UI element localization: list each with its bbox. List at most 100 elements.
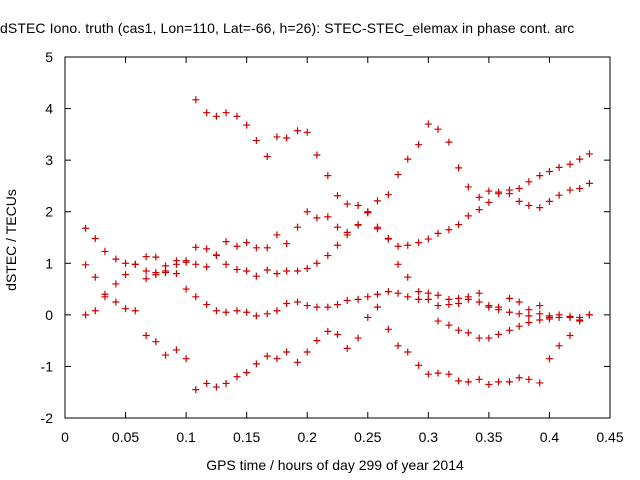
data-point — [334, 241, 341, 249]
data-point — [233, 307, 241, 315]
data-point — [303, 264, 311, 272]
data-point — [263, 153, 271, 161]
data-point — [404, 348, 412, 356]
data-point — [373, 197, 381, 205]
data-point — [273, 133, 281, 141]
data-point — [424, 235, 432, 243]
y-tick-label: 1 — [45, 255, 53, 271]
data-point — [394, 260, 402, 268]
data-point — [343, 231, 351, 239]
data-point — [283, 300, 291, 308]
data-point — [324, 327, 332, 335]
data-point — [536, 204, 544, 212]
data-point — [91, 307, 99, 315]
data-point — [343, 344, 351, 352]
data-point — [303, 128, 311, 136]
data-point — [313, 151, 321, 159]
data-point — [424, 370, 432, 378]
data-point — [364, 209, 372, 217]
data-point — [576, 185, 584, 193]
data-point — [334, 223, 341, 231]
data-point — [525, 312, 533, 320]
data-point — [142, 267, 150, 275]
data-point — [515, 185, 523, 193]
data-point — [192, 243, 200, 251]
data-point — [252, 244, 260, 252]
data-point — [505, 378, 513, 386]
data-point — [212, 307, 220, 315]
data-point — [566, 160, 574, 168]
data-point — [112, 255, 120, 263]
data-point — [313, 259, 321, 267]
data-point — [545, 167, 553, 175]
data-point — [525, 375, 533, 383]
x-tick-label: 0.4 — [540, 429, 560, 445]
data-point — [445, 295, 453, 303]
data-point — [445, 138, 453, 146]
data-point — [384, 191, 392, 199]
data-point — [334, 330, 341, 338]
data-point — [434, 125, 442, 133]
data-point — [485, 303, 493, 311]
data-point — [182, 285, 190, 293]
data-point — [263, 310, 271, 318]
data-point — [283, 240, 291, 248]
axis-tick-labels: 0 0.05 0.1 0.15 0.2 0.25 0.3 0.35 0.4 0.45 -2 -1 0 1 2… — [41, 49, 624, 445]
data-point — [515, 197, 523, 205]
data-point — [354, 221, 362, 229]
data-point — [203, 245, 211, 253]
data-point — [233, 265, 241, 273]
x-tick-label: 0.25 — [354, 429, 381, 445]
data-point — [555, 191, 563, 199]
data-point — [324, 252, 332, 260]
x-tick-label: 0.05 — [112, 429, 139, 445]
data-point — [536, 172, 544, 180]
data-point — [273, 307, 281, 315]
data-point — [525, 306, 533, 314]
data-point — [324, 172, 332, 180]
y-tick-label: 2 — [45, 204, 53, 220]
data-point — [576, 317, 584, 325]
data-point — [464, 329, 472, 337]
data-point — [142, 253, 150, 261]
y-axis-label: dSTEC / TECUs — [3, 189, 19, 291]
y-tick-label: 3 — [45, 152, 53, 168]
data-point — [192, 96, 200, 104]
data-point — [273, 231, 281, 239]
data-point — [475, 289, 483, 297]
data-point — [394, 242, 402, 250]
data-point — [252, 360, 260, 368]
data-point — [415, 295, 423, 303]
data-point — [243, 369, 251, 377]
chart-title: dSTEC Iono. truth (cas1, Lon=110, Lat=-6… — [0, 20, 575, 36]
data-point — [222, 109, 230, 117]
data-point — [82, 224, 90, 232]
data-point — [222, 379, 230, 387]
data-point — [283, 348, 291, 356]
x-tick-label: 0.35 — [475, 429, 502, 445]
data-point — [112, 298, 120, 306]
data-point — [394, 171, 402, 179]
data-point — [505, 326, 513, 334]
data-point — [576, 155, 584, 163]
data-point — [252, 272, 260, 280]
data-point — [222, 260, 230, 268]
data-point — [415, 239, 423, 247]
data-point — [364, 293, 372, 301]
data-point — [536, 316, 544, 324]
data-point — [273, 355, 281, 363]
data-point — [464, 378, 472, 386]
data-point — [555, 342, 563, 350]
data-point — [263, 244, 271, 252]
data-point — [373, 223, 381, 231]
data-point — [343, 200, 351, 208]
data-point — [525, 178, 533, 186]
data-point — [243, 121, 251, 129]
data-point — [172, 270, 180, 278]
data-point — [294, 223, 302, 231]
data-point — [91, 235, 99, 243]
data-point — [485, 380, 493, 388]
x-tick-label: 0.15 — [233, 429, 260, 445]
data-point — [495, 190, 503, 198]
x-tick-label: 0.3 — [419, 429, 439, 445]
